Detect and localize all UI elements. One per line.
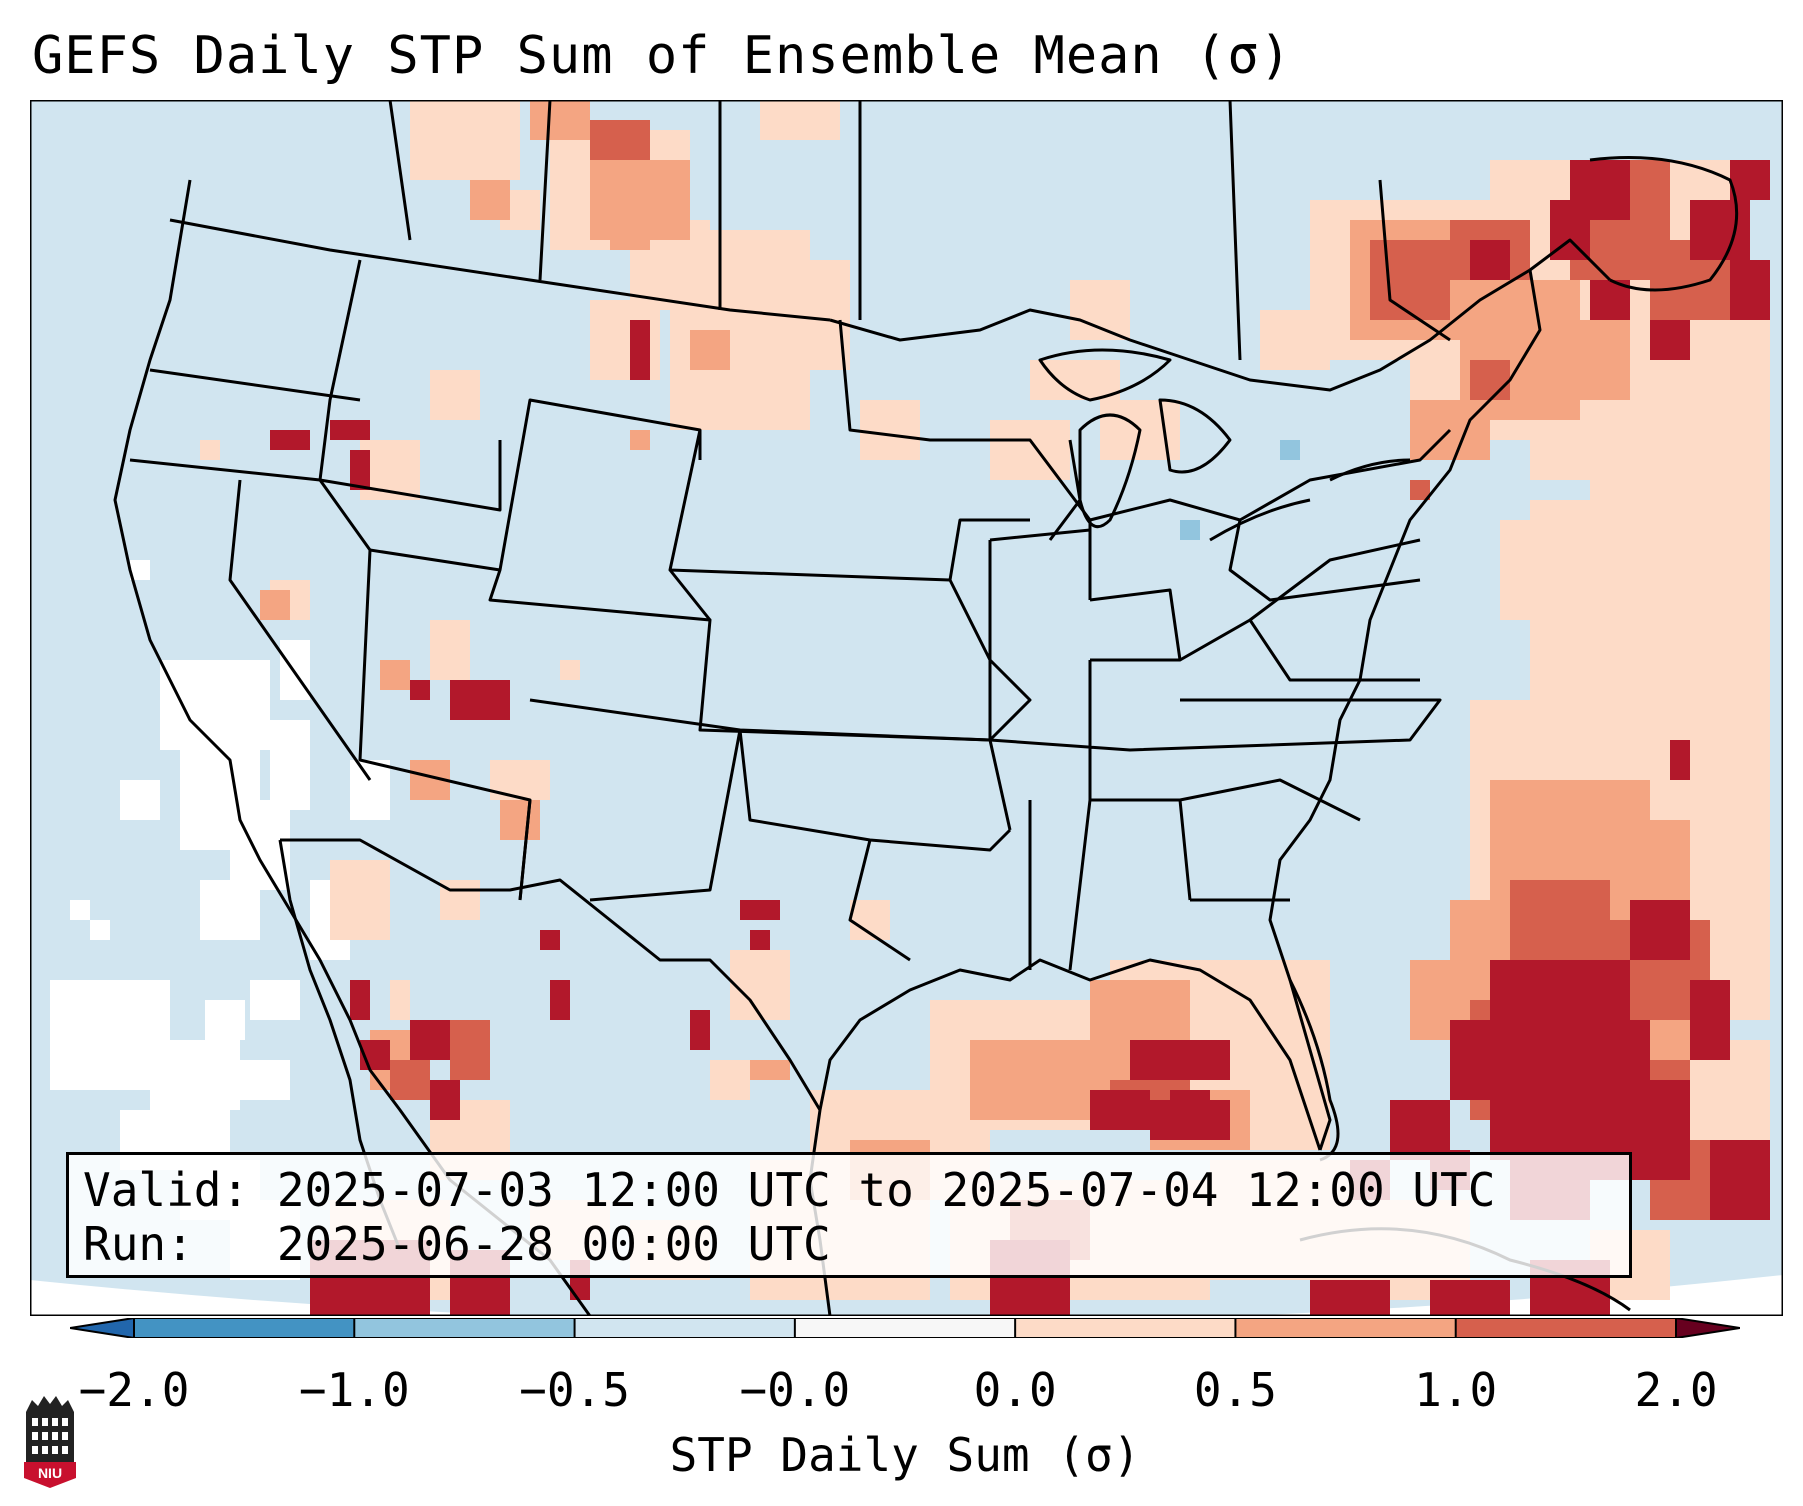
colorbar-tick-label: −1.0: [298, 1363, 410, 1417]
logo-text: NIU: [38, 1465, 62, 1481]
stp-map: [30, 100, 1783, 1316]
colorbar: [70, 1318, 1740, 1338]
colorbar-extend-high: [1676, 1318, 1740, 1338]
colorbar-segment: [1015, 1318, 1236, 1338]
colorbar-label: STP Daily Sum (σ): [669, 1428, 1141, 1482]
run-time-line: Run: 2025-06-28 00:00 UTC: [83, 1217, 831, 1271]
niu-logo: NIU: [24, 1396, 76, 1488]
valid-run-info-box: Valid: 2025-07-03 12:00 UTC to 2025-07-0…: [66, 1152, 1632, 1278]
colorbar-segment: [1455, 1318, 1677, 1338]
colorbar-segment: [354, 1318, 576, 1338]
stp-negative-light: [1180, 440, 1300, 540]
colorbar-tick-label: −0.5: [519, 1363, 630, 1417]
colorbar-tick-label: 0.0: [973, 1363, 1057, 1417]
colorbar-segment: [1235, 1318, 1457, 1338]
colorbar-tick-label: 1.0: [1414, 1363, 1498, 1417]
colorbar-tick-label: 0.5: [1193, 1363, 1277, 1417]
colorbar-segment: [134, 1318, 355, 1338]
colorbar-tick-label: 2.0: [1634, 1363, 1718, 1417]
colorbar-segment: [574, 1318, 796, 1338]
chart-title: GEFS Daily STP Sum of Ensemble Mean (σ): [32, 26, 1292, 86]
colorbar-extend-low: [70, 1318, 134, 1338]
colorbar-segment: [794, 1318, 1016, 1338]
valid-time-line: Valid: 2025-07-03 12:00 UTC to 2025-07-0…: [83, 1163, 1496, 1217]
colorbar-tick-label: −0.0: [739, 1363, 851, 1417]
colorbar-tick-label: −2.0: [78, 1363, 190, 1417]
